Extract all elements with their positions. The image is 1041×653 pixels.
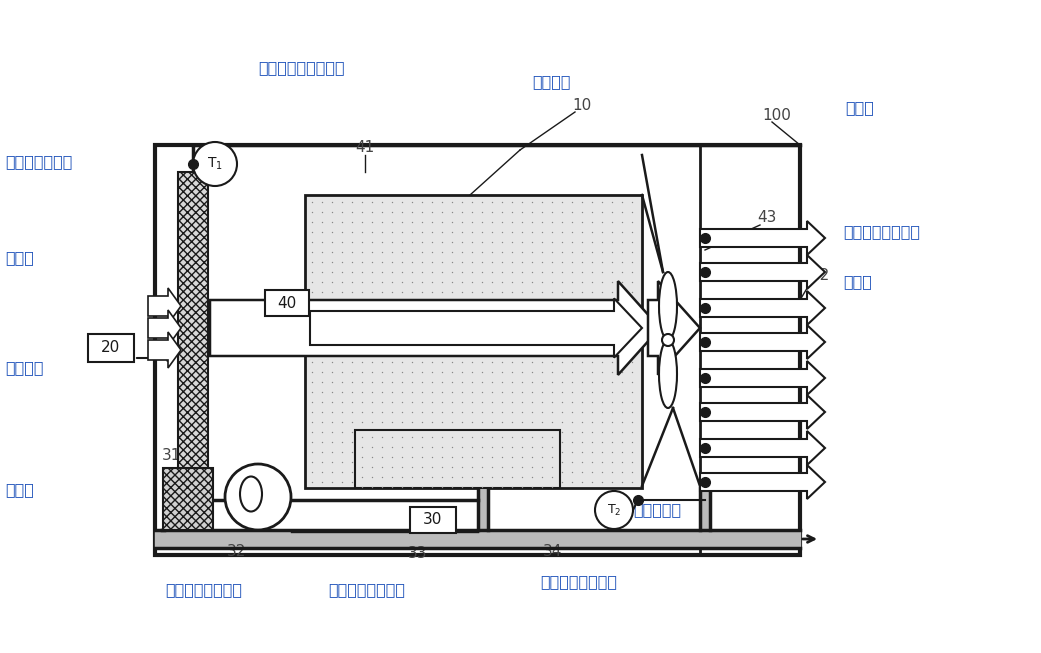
Polygon shape bbox=[700, 361, 826, 395]
Polygon shape bbox=[210, 281, 660, 375]
Text: 反应空气供给流路: 反应空气供给流路 bbox=[328, 582, 405, 597]
Polygon shape bbox=[648, 281, 700, 375]
Text: 空气系统: 空气系统 bbox=[5, 360, 44, 375]
Text: 21: 21 bbox=[191, 242, 209, 257]
Ellipse shape bbox=[240, 477, 262, 511]
Text: 40: 40 bbox=[277, 296, 297, 310]
Text: 100: 100 bbox=[762, 108, 791, 123]
Text: 容纳部: 容纳部 bbox=[845, 101, 873, 116]
Text: 过滤器: 过滤器 bbox=[5, 483, 34, 498]
Polygon shape bbox=[700, 465, 826, 499]
Polygon shape bbox=[700, 395, 826, 429]
Text: 开闭部: 开闭部 bbox=[843, 274, 872, 289]
Polygon shape bbox=[148, 310, 181, 346]
Text: 42: 42 bbox=[810, 268, 830, 283]
Text: 41: 41 bbox=[355, 140, 375, 155]
Text: T$_2$: T$_2$ bbox=[607, 502, 621, 518]
Polygon shape bbox=[310, 298, 642, 358]
Text: 43: 43 bbox=[757, 210, 777, 225]
Text: 33: 33 bbox=[408, 547, 428, 562]
Text: 20: 20 bbox=[101, 340, 121, 355]
Polygon shape bbox=[700, 255, 826, 289]
Circle shape bbox=[225, 464, 291, 530]
Text: 31: 31 bbox=[162, 447, 181, 462]
Text: 冷却用空气循环流路: 冷却用空气循环流路 bbox=[258, 61, 345, 76]
Text: T$_1$: T$_1$ bbox=[207, 156, 223, 172]
Bar bbox=[355, 430, 560, 488]
Ellipse shape bbox=[659, 340, 677, 408]
Circle shape bbox=[662, 334, 674, 346]
Polygon shape bbox=[700, 431, 826, 465]
Text: 反应空气排出流路: 反应空气排出流路 bbox=[540, 575, 617, 590]
Bar bbox=[410, 507, 456, 533]
Polygon shape bbox=[700, 291, 826, 325]
Bar bbox=[305, 195, 642, 488]
Text: 进气口: 进气口 bbox=[5, 251, 34, 266]
Bar bbox=[178, 172, 208, 490]
Text: 冷却用空气驱动部: 冷却用空气驱动部 bbox=[843, 225, 920, 240]
Text: 10: 10 bbox=[572, 99, 591, 114]
Text: 34: 34 bbox=[543, 545, 562, 560]
Text: 燃料电池: 燃料电池 bbox=[532, 74, 570, 89]
Text: 反应用空气供给部: 反应用空气供给部 bbox=[166, 582, 242, 597]
Text: 外部气温传感器: 外部气温传感器 bbox=[5, 155, 73, 170]
Bar bbox=[163, 468, 213, 530]
Polygon shape bbox=[148, 288, 181, 324]
Bar bbox=[88, 334, 134, 362]
Circle shape bbox=[193, 142, 237, 186]
Text: 32: 32 bbox=[227, 543, 247, 558]
Polygon shape bbox=[148, 332, 181, 368]
Bar bbox=[155, 145, 799, 555]
Text: 温度取得部: 温度取得部 bbox=[633, 503, 681, 517]
Circle shape bbox=[595, 491, 633, 529]
Text: 30: 30 bbox=[424, 513, 442, 528]
Polygon shape bbox=[700, 221, 826, 255]
Polygon shape bbox=[700, 325, 826, 359]
Ellipse shape bbox=[659, 272, 677, 340]
Bar bbox=[265, 290, 309, 316]
